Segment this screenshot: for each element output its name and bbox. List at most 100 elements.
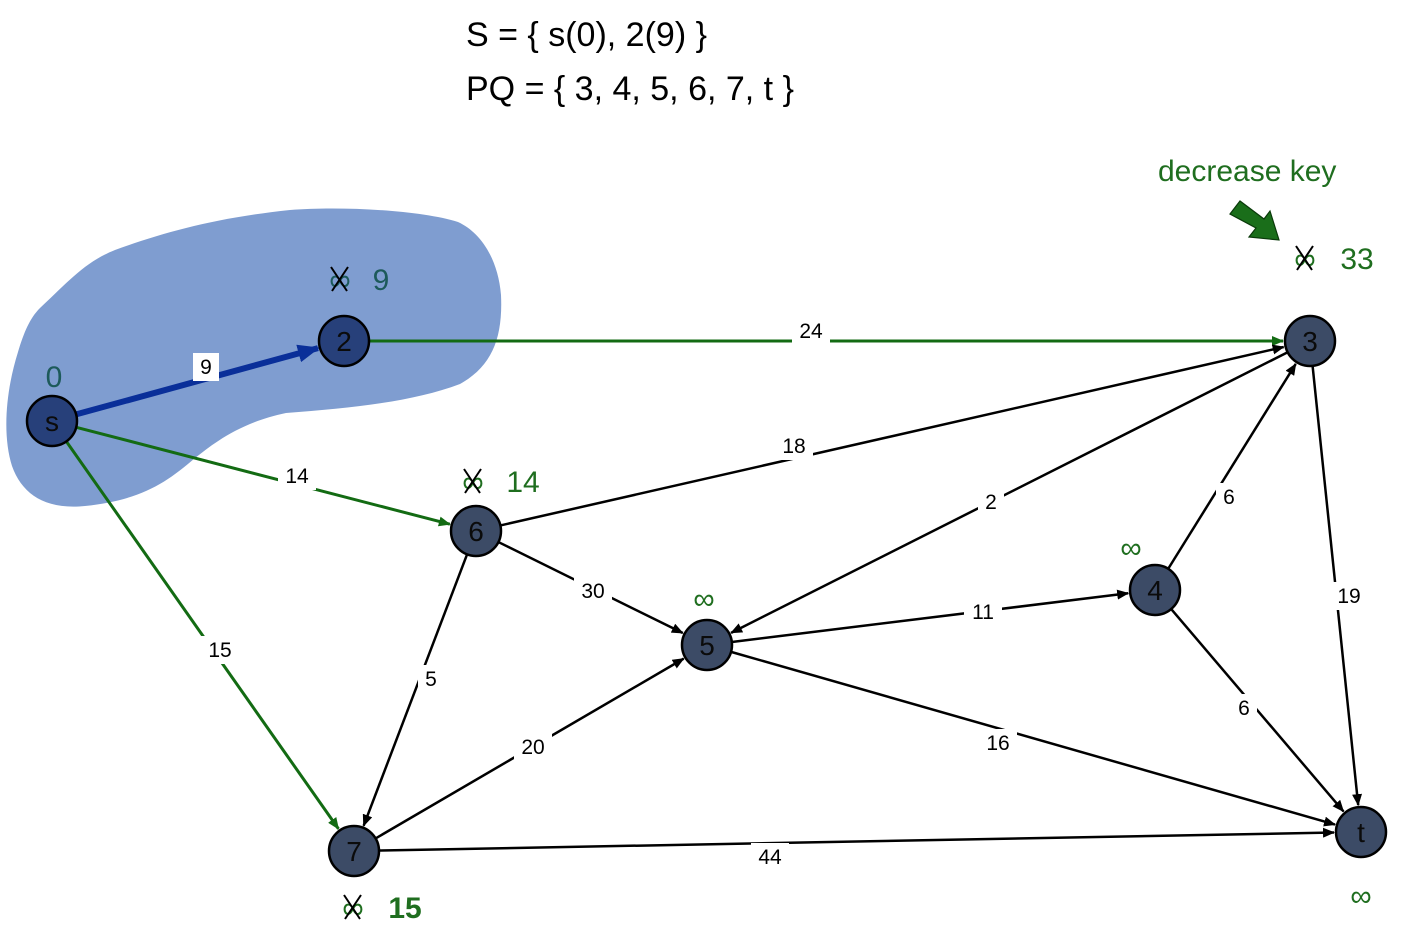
- node-circle: [449, 504, 503, 558]
- edge-weight-3-5: 2: [978, 488, 1004, 516]
- edge-s-7: [65, 440, 340, 830]
- key-t: ∞: [1350, 880, 1371, 913]
- edge-weight-text: 24: [799, 320, 823, 343]
- key-value-text: 9: [373, 264, 390, 297]
- node-5[interactable]: 5: [680, 618, 734, 672]
- edge-weight-4-3: 6: [1216, 483, 1242, 511]
- edge-weight-bg: [574, 577, 612, 605]
- node-label: 7: [346, 836, 362, 867]
- edge-weight-bg: [964, 598, 1002, 626]
- edge-3-5: [730, 351, 1289, 634]
- edge-weight-5-4: 11: [964, 598, 1002, 626]
- edge-weight-bg: [978, 488, 1004, 516]
- key-value-text: 0: [46, 361, 63, 394]
- edge-weight-text: 2: [985, 491, 997, 514]
- edge-weight-6-7: 5: [418, 665, 444, 693]
- edge-weight-bg: [979, 729, 1017, 757]
- cross-out-icon: [330, 266, 349, 292]
- edge-6-7: [362, 553, 469, 827]
- settled-set-text: S = { s(0), 2(9) }: [466, 16, 707, 54]
- key-5: ∞: [693, 583, 714, 616]
- edge-weight-text: 19: [1337, 585, 1360, 608]
- nodes-layer: s 2 3 4 5 6 7 t: [25, 314, 1388, 878]
- cross-out-icon: [1295, 245, 1314, 271]
- edge-weight-text: 9: [200, 356, 212, 379]
- edge-weight-bg: [751, 843, 789, 871]
- edge-weight-text: 14: [285, 465, 309, 488]
- key-s: 0: [46, 361, 63, 394]
- node-circle: [25, 394, 79, 448]
- edge-weight-7-5: 20: [514, 733, 552, 761]
- key-2: ∞ 9: [329, 264, 389, 297]
- edge-weight-text: 20: [521, 736, 544, 759]
- decrease-key-arrow-icon: [1229, 200, 1280, 241]
- edge-weight-text: 6: [1238, 697, 1250, 720]
- edge-weight-s-6: 14: [278, 462, 316, 490]
- key-value-text: ∞: [693, 583, 714, 616]
- node-circle: [1334, 805, 1388, 859]
- priority-queue-text: PQ = { 3, 4, 5, 6, 7, t }: [466, 70, 794, 108]
- edge-weight-bg: [775, 432, 813, 460]
- cross-out-icon: [463, 468, 482, 494]
- key-3: ∞ 33: [1294, 243, 1373, 276]
- edge-5-t: [730, 650, 1337, 827]
- edge-5-4: [731, 589, 1130, 644]
- edge-weight-text: 11: [972, 601, 994, 624]
- node-circle: [680, 618, 734, 672]
- node-label: 5: [699, 630, 715, 661]
- key-value-text: 15: [388, 892, 421, 925]
- node-label: s: [45, 406, 59, 437]
- edge-weight-bg: [418, 665, 444, 693]
- node-label: 6: [468, 516, 484, 547]
- edge-weight-6-3: 18: [775, 432, 813, 460]
- edge-weight-bg: [278, 462, 316, 490]
- node-2[interactable]: 2: [317, 314, 371, 368]
- edge-weight-4-t: 6: [1231, 694, 1257, 722]
- key-7: ∞ 15: [342, 892, 421, 925]
- node-4[interactable]: 4: [1128, 563, 1182, 617]
- keys-layer: 0 ∞ 9 ∞ 33 ∞ 14 ∞ 15 ∞ ∞ ∞: [46, 243, 1374, 925]
- edge-weight-text: 16: [986, 732, 1009, 755]
- key-value-text: 33: [1340, 243, 1373, 276]
- edges-layer: [65, 336, 1363, 852]
- key-4: ∞: [1120, 532, 1141, 565]
- node-7[interactable]: 7: [327, 824, 381, 878]
- edge-6-3: [500, 344, 1285, 527]
- settled-region: [6, 208, 502, 507]
- decrease-key-label: decrease key: [1158, 155, 1336, 188]
- edge-s-2: [75, 344, 320, 418]
- node-label: 2: [336, 326, 352, 357]
- node-t[interactable]: t: [1334, 805, 1388, 859]
- node-label: 4: [1147, 575, 1163, 606]
- edge-weight-s-7: 15: [201, 636, 239, 664]
- edge-weight-text: 30: [581, 580, 604, 603]
- edge-weight-text: 44: [758, 846, 782, 869]
- edge-s-6: [75, 425, 451, 527]
- edge-weight-s-2: 9: [193, 353, 219, 381]
- edge-weight-text: 5: [425, 668, 437, 691]
- edge-weight-5-t: 16: [979, 729, 1017, 757]
- edge-weight-2-3: 24: [792, 317, 830, 345]
- edge-weight-text: 6: [1223, 486, 1235, 509]
- edge-weight-3-t: 19: [1330, 582, 1368, 610]
- node-label: t: [1357, 817, 1365, 848]
- node-s[interactable]: s: [25, 394, 79, 448]
- decrease-key-annotation: decrease key: [1158, 155, 1336, 241]
- key-6: ∞ 14: [462, 466, 539, 499]
- edge-4-3: [1167, 363, 1297, 570]
- edge-weight-bg: [201, 636, 239, 664]
- edge-weight-text: 18: [782, 435, 805, 458]
- node-3[interactable]: 3: [1283, 314, 1337, 368]
- key-value-text: 14: [506, 466, 539, 499]
- node-circle: [1283, 314, 1337, 368]
- edge-weight-bg: [1231, 694, 1257, 722]
- node-6[interactable]: 6: [449, 504, 503, 558]
- node-circle: [327, 824, 381, 878]
- edge-weight-bg: [1330, 582, 1368, 610]
- node-circle: [317, 314, 371, 368]
- edge-weight-7-t: 44: [751, 843, 789, 871]
- key-value-text: ∞: [1120, 532, 1141, 565]
- edge-weight-text: 15: [208, 639, 231, 662]
